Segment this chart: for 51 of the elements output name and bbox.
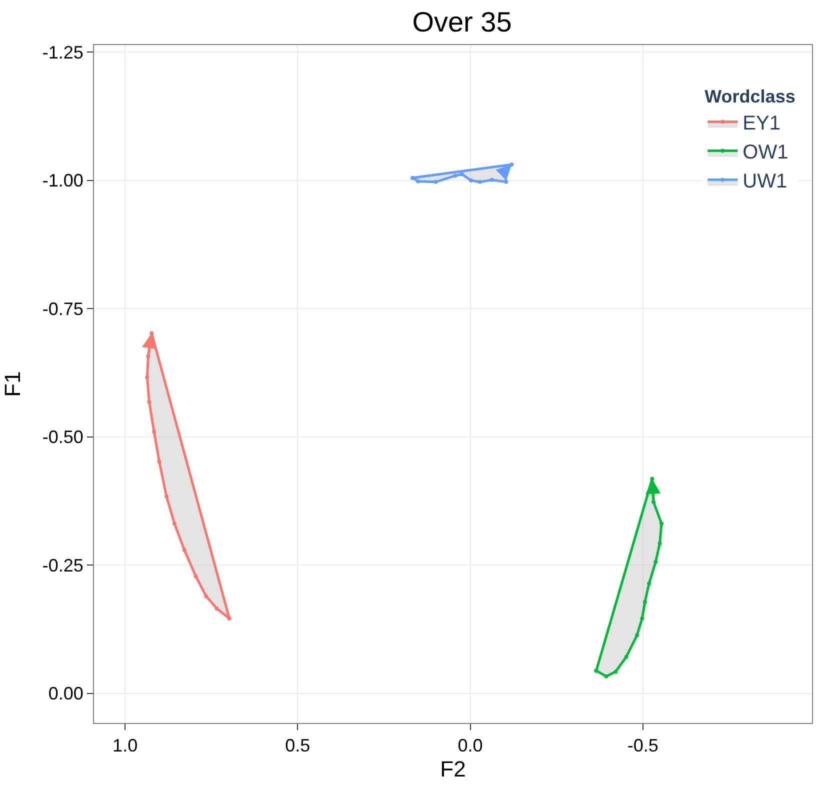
point xyxy=(647,582,652,586)
point xyxy=(145,375,150,380)
legend-label: UW1 xyxy=(742,170,788,193)
point xyxy=(654,560,658,564)
legend-title: Wordclass xyxy=(704,86,796,106)
point xyxy=(652,500,656,504)
point xyxy=(490,178,494,182)
x-tick-label: 0.5 xyxy=(285,736,310,756)
point xyxy=(660,522,664,526)
y-tick-label: -1.25 xyxy=(42,42,84,62)
point xyxy=(146,354,150,358)
point xyxy=(147,400,152,404)
y-tick-label: -1.00 xyxy=(42,170,84,191)
x-tick-label: 1.0 xyxy=(112,736,138,756)
point xyxy=(164,494,168,498)
point xyxy=(460,172,464,176)
point xyxy=(594,668,598,673)
y-tick-label: -0.25 xyxy=(42,555,84,576)
x-axis-title: F2 xyxy=(440,756,466,782)
point xyxy=(614,670,618,674)
point xyxy=(634,633,639,638)
point xyxy=(624,654,628,659)
point xyxy=(642,600,647,604)
point xyxy=(204,594,208,598)
point xyxy=(453,174,458,178)
point xyxy=(658,542,662,546)
point xyxy=(150,331,154,336)
point xyxy=(478,180,482,184)
point xyxy=(416,179,420,184)
x-tick-label: -0.5 xyxy=(627,736,658,756)
y-tick-label: -0.75 xyxy=(42,298,84,319)
point xyxy=(157,459,162,464)
x-tick-label: 0.0 xyxy=(458,736,483,756)
y-axis-title: F1 xyxy=(0,371,26,397)
point xyxy=(172,522,176,526)
legend-label: OW1 xyxy=(742,142,788,164)
legend-label: EY1 xyxy=(742,112,780,135)
point xyxy=(227,616,232,620)
y-tick-label: 0.00 xyxy=(48,684,84,704)
point xyxy=(434,180,438,184)
point xyxy=(194,574,198,578)
point xyxy=(152,430,156,434)
point xyxy=(468,178,473,182)
point xyxy=(410,176,415,180)
point xyxy=(182,548,186,552)
y-tick-label: -0.50 xyxy=(42,427,84,448)
point xyxy=(214,606,219,611)
point xyxy=(604,674,608,678)
chart-title: Over 35 xyxy=(412,6,512,38)
point xyxy=(640,616,644,620)
point xyxy=(504,180,508,184)
